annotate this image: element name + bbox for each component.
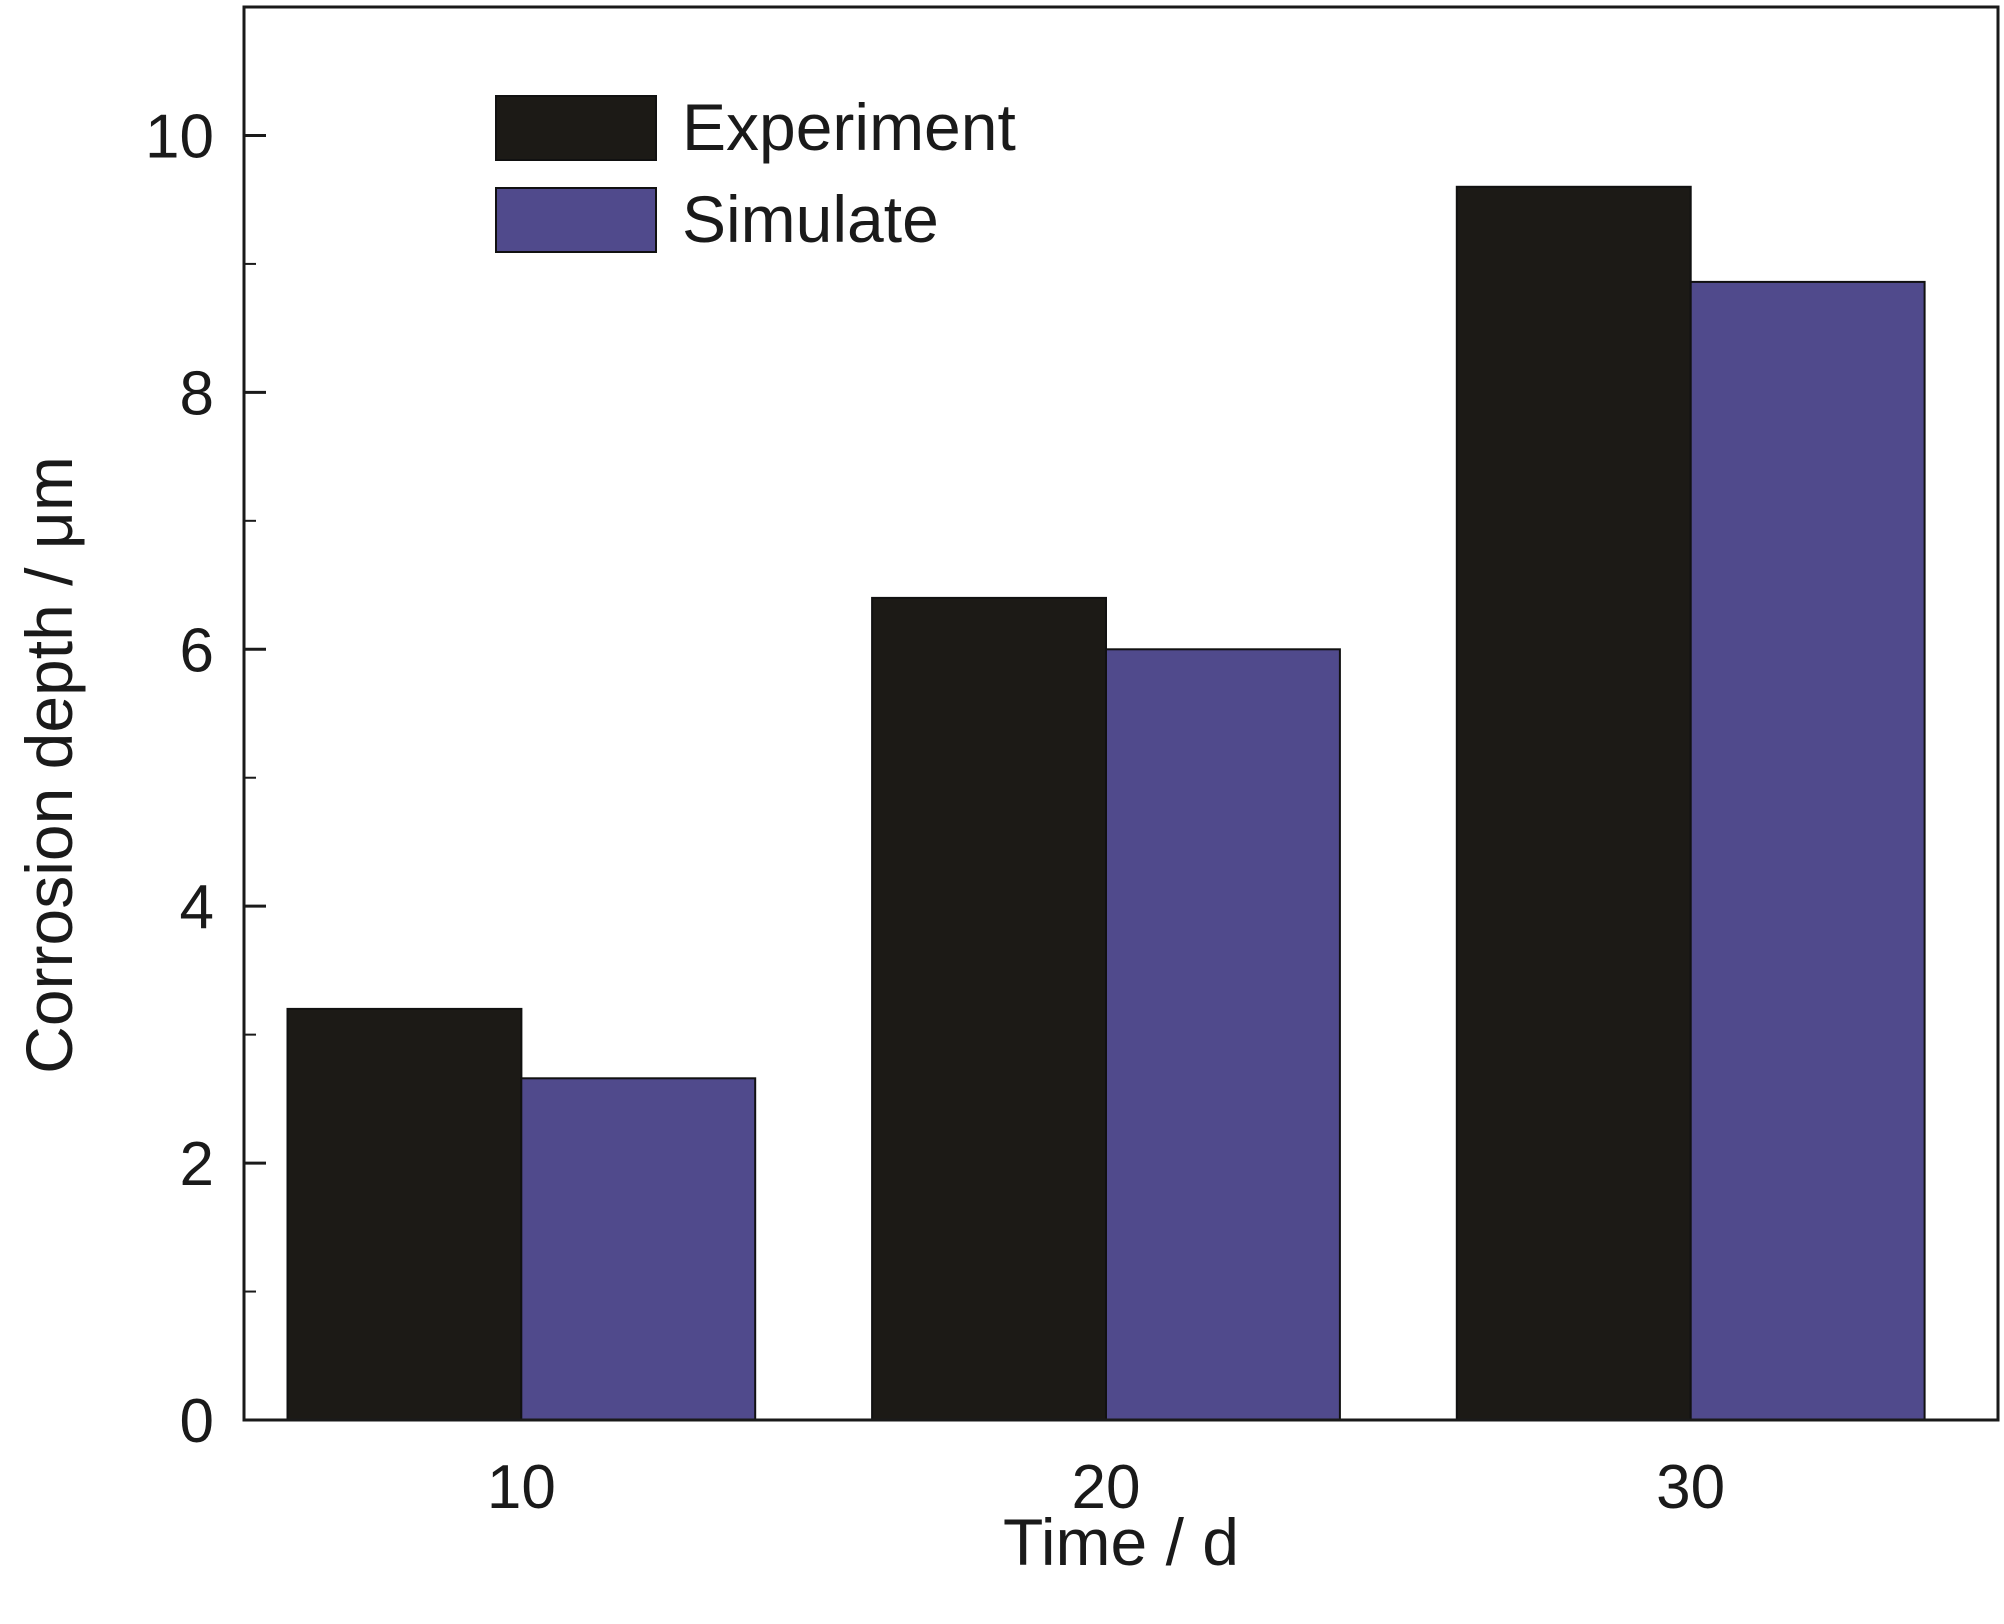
legend-swatch-simulate bbox=[495, 187, 657, 253]
y-axis: 0 2 4 6 8 10 bbox=[145, 102, 266, 1456]
bar-simulate-10 bbox=[520, 1077, 757, 1422]
y-tick-label-0: 0 bbox=[180, 1387, 214, 1456]
x-tick-label-10: 10 bbox=[487, 1453, 556, 1522]
x-axis-label: Time / d bbox=[1003, 1505, 1239, 1579]
y-axis-label: Corrosion depth / μm bbox=[12, 456, 86, 1074]
legend-label-experiment: Experiment bbox=[682, 90, 1016, 164]
bar-simulate-20 bbox=[1105, 648, 1341, 1421]
bar-experiment-10 bbox=[286, 1007, 523, 1422]
bar-experiment-20 bbox=[871, 596, 1107, 1421]
y-tick-label-4: 4 bbox=[180, 873, 214, 942]
x-tick-label-30: 30 bbox=[1656, 1453, 1725, 1522]
bar-experiment-30 bbox=[1455, 185, 1692, 1421]
x-axis: 10 20 30 bbox=[487, 1453, 1725, 1522]
legend-label-simulate: Simulate bbox=[682, 182, 939, 256]
plot-frame bbox=[242, 5, 2000, 1422]
y-tick-label-6: 6 bbox=[180, 616, 214, 685]
bar-simulate-30 bbox=[1689, 280, 1926, 1421]
bars-layer bbox=[286, 185, 1926, 1422]
y-tick-label-8: 8 bbox=[180, 359, 214, 428]
legend: Experiment Simulate bbox=[495, 90, 1016, 256]
y-tick-label-10: 10 bbox=[145, 102, 214, 171]
y-tick-label-2: 2 bbox=[180, 1130, 214, 1199]
x-tick-label-20: 20 bbox=[1072, 1453, 1141, 1522]
legend-swatch-experiment bbox=[495, 95, 657, 161]
